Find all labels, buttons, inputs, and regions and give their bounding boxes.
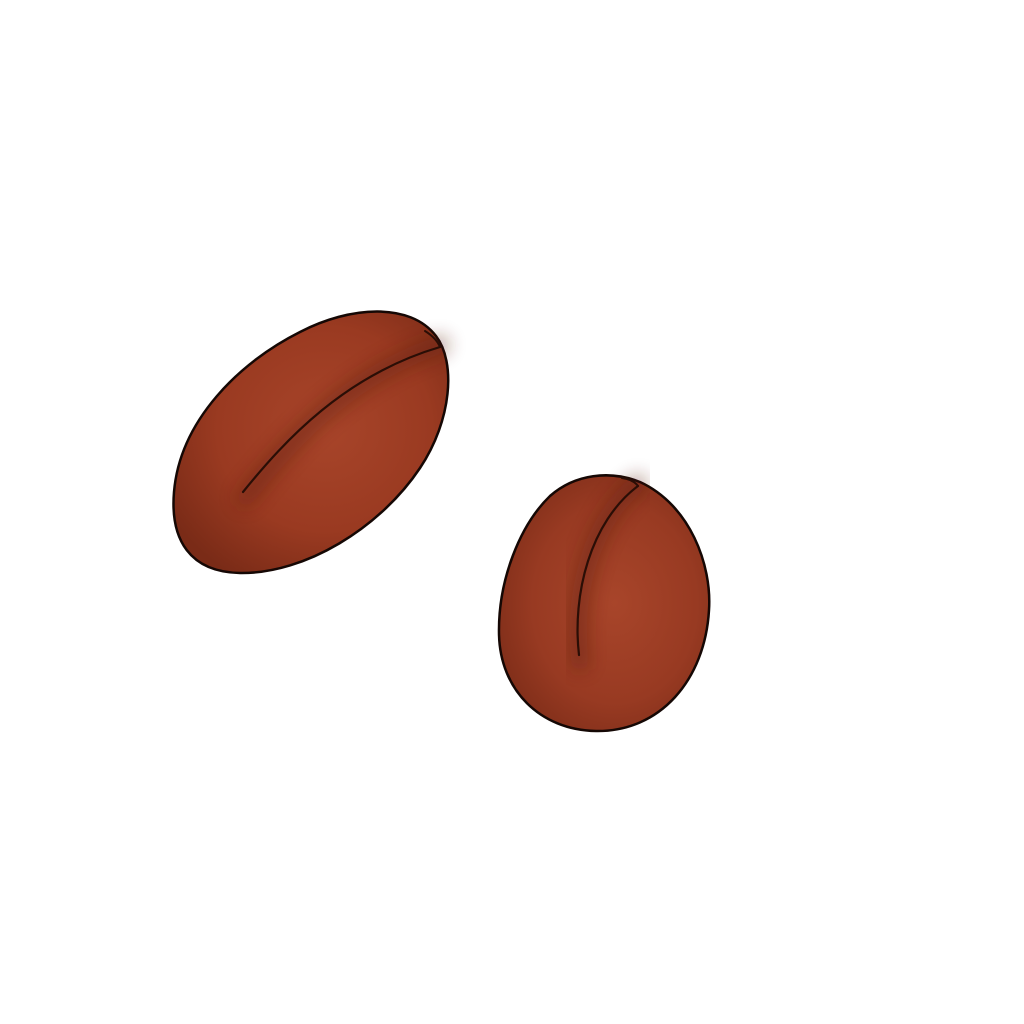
bean-right-crease	[576, 484, 640, 657]
bean-left-crease	[241, 345, 442, 494]
bean-left-crease-tip	[424, 330, 441, 348]
bean-right-crease-tip	[621, 477, 639, 487]
coffee-bean-right	[497, 474, 711, 733]
bean-right-body	[497, 474, 711, 733]
coffee-bean-left	[172, 310, 450, 575]
